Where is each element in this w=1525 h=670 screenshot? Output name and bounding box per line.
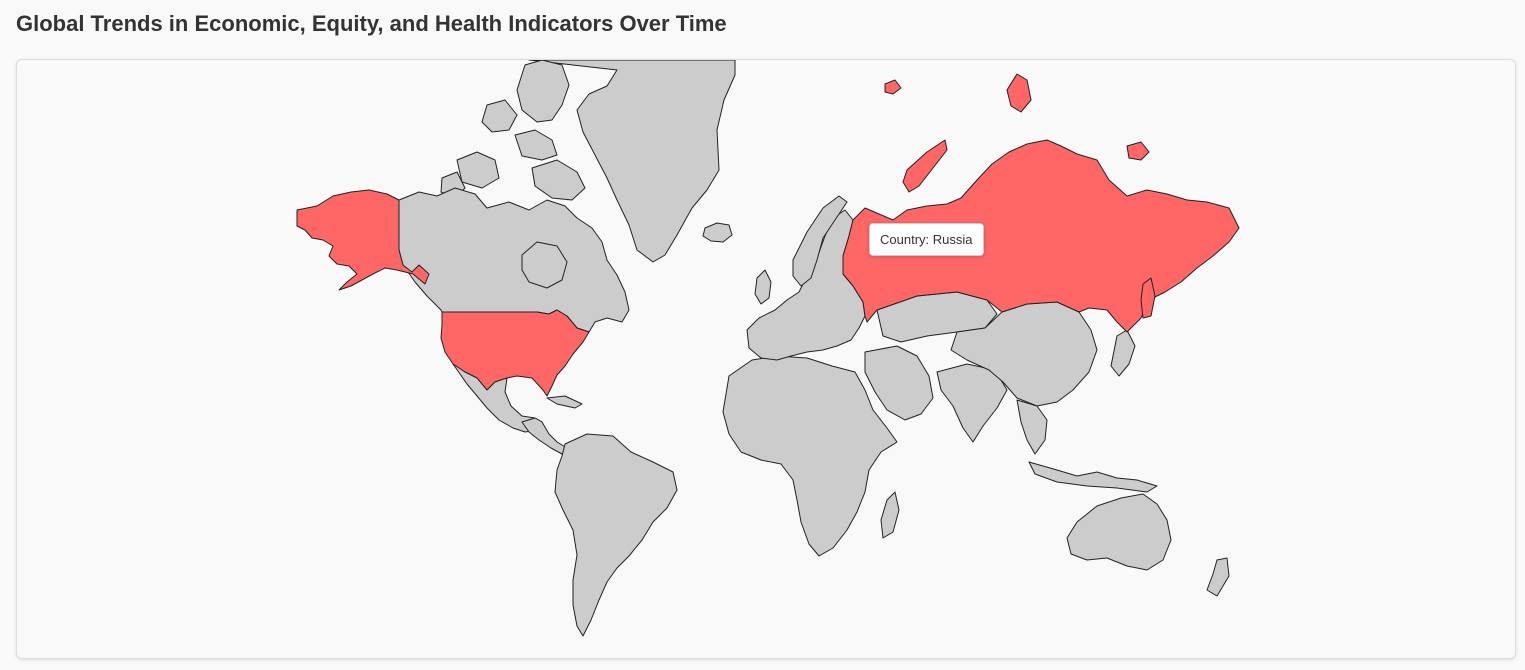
- country-madagascar[interactable]: [880, 491, 900, 539]
- country-scandinavia[interactable]: [792, 195, 848, 287]
- world-map: [296, 60, 1240, 637]
- map-container: Country: Russia: [16, 59, 1516, 659]
- country-united-states[interactable]: [440, 309, 590, 397]
- country-greenland[interactable]: [528, 60, 736, 263]
- country-australia[interactable]: [1066, 493, 1172, 571]
- page-title: Global Trends in Economic, Equity, and H…: [16, 11, 727, 36]
- country-central-america[interactable]: [521, 417, 568, 455]
- country-canada-arctic-4[interactable]: [456, 151, 500, 189]
- country-canada-arctic-6[interactable]: [531, 159, 586, 201]
- country-middle-east[interactable]: [864, 345, 934, 421]
- country-russia-severnaya-zemlya[interactable]: [1006, 73, 1032, 113]
- country-russia-new-siberian[interactable]: [1126, 141, 1150, 161]
- tooltip-label: Country:: [880, 232, 930, 247]
- country-tooltip: Country: Russia: [869, 223, 984, 256]
- country-usa-alaska[interactable]: [296, 189, 430, 291]
- country-cuba[interactable]: [546, 395, 583, 409]
- country-southeast-asia[interactable]: [1016, 399, 1048, 455]
- tooltip-country-name: Russia: [932, 232, 973, 247]
- country-united-kingdom[interactable]: [754, 269, 772, 305]
- country-russia-sakhalin[interactable]: [1140, 277, 1156, 319]
- country-japan[interactable]: [1110, 329, 1136, 377]
- country-canada-arctic-1[interactable]: [516, 60, 570, 123]
- country-new-zealand[interactable]: [1206, 557, 1230, 597]
- country-south-america[interactable]: [554, 433, 678, 637]
- country-iceland[interactable]: [702, 222, 733, 243]
- country-russia-franz-josef[interactable]: [884, 79, 902, 95]
- country-indonesia[interactable]: [1028, 461, 1158, 493]
- country-russia[interactable]: [842, 139, 1240, 333]
- country-canada-arctic-3[interactable]: [514, 129, 558, 161]
- country-canada[interactable]: [398, 187, 630, 333]
- country-africa[interactable]: [722, 355, 898, 557]
- country-canada-arctic-2[interactable]: [481, 99, 518, 133]
- country-russia-novaya-zemlya[interactable]: [902, 139, 948, 193]
